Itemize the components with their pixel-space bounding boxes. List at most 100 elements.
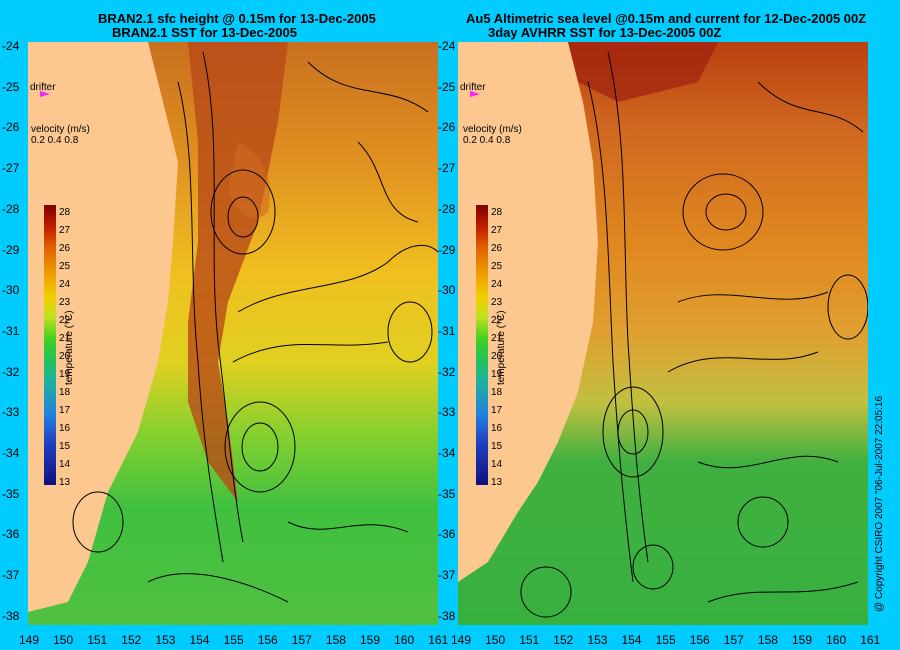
lat-tick-label: -31 — [2, 323, 20, 338]
lon-tick-label: 155 — [655, 633, 676, 647]
lon-tick-label: 158 — [325, 633, 346, 647]
colorbar-tick-label: 24 — [491, 279, 503, 290]
colorbar-tick-label: 26 — [491, 243, 503, 254]
colorbar-tick-label: 21 — [491, 333, 503, 344]
lat-tick-label: -29 — [2, 242, 20, 257]
lon-tick-label: 161 — [428, 633, 449, 647]
right-velocity-label: velocity (m/s) — [463, 124, 522, 135]
colorbar-tick-label: 21 — [59, 333, 71, 344]
lon-tick-label: 151 — [519, 633, 540, 647]
colorbar-tick-label: 17 — [491, 405, 503, 416]
lon-tick-label: 159 — [792, 633, 813, 647]
colorbar-tick-label: 25 — [491, 261, 503, 272]
colorbar-tick-label: 23 — [491, 297, 503, 308]
colorbar-tick-label: 26 — [59, 243, 71, 254]
colorbar-tick-label: 20 — [59, 351, 71, 362]
lon-tick-label: 152 — [553, 633, 574, 647]
lon-tick-label: 155 — [223, 633, 244, 647]
lon-tick-label: 156 — [689, 633, 710, 647]
lat-tick-label: -37 — [2, 568, 20, 583]
colorbar-tick-label: 15 — [491, 441, 503, 452]
colorbar-tick-label: 28 — [491, 207, 503, 218]
lat-tick-label: -27 — [2, 161, 20, 176]
lat-tick-label: -36 — [438, 527, 456, 542]
lat-tick-label: -28 — [2, 201, 20, 216]
lon-tick-label: 149 — [19, 633, 40, 647]
lon-tick-label: 150 — [485, 633, 506, 647]
colorbar-tick-label: 13 — [491, 477, 503, 488]
lat-tick-label: -26 — [2, 120, 20, 135]
right-title-line1: Au5 Altimetric sea level @0.15m and curr… — [466, 11, 867, 26]
lat-tick-label: -27 — [438, 161, 456, 176]
colorbar-tick-label: 18 — [59, 387, 71, 398]
colorbar-tick-label: 15 — [59, 441, 71, 452]
lon-tick-label: 160 — [394, 633, 415, 647]
left-velocity-label: velocity (m/s) — [31, 124, 90, 135]
right-drifter-label: drifter — [460, 82, 486, 93]
colorbar-tick-label: 23 — [59, 297, 71, 308]
lon-tick-label: 151 — [87, 633, 108, 647]
colorbar-tick-label: 19 — [59, 369, 71, 380]
left-drifter-label: drifter — [30, 82, 56, 93]
lat-tick-label: -32 — [2, 364, 20, 379]
left-colorbar — [44, 205, 56, 485]
colorbar-tick-label: 28 — [59, 207, 71, 218]
left-title-line2: BRAN2.1 SST for 13-Dec-2005 — [112, 25, 297, 40]
lat-tick-label: -26 — [438, 120, 456, 135]
lat-tick-label: -25 — [2, 79, 20, 94]
lat-tick-label: -30 — [438, 283, 456, 298]
lon-tick-label: 157 — [723, 633, 744, 647]
colorbar-tick-label: 20 — [491, 351, 503, 362]
lat-tick-label: -24 — [2, 39, 20, 53]
lat-tick-label: -24 — [438, 39, 456, 53]
colorbar-tick-label: 22 — [59, 315, 71, 326]
lat-tick-label: -37 — [438, 568, 456, 583]
right-title-line2: 3day AVHRR SST for 13-Dec-2005 00Z — [488, 25, 722, 40]
colorbar-tick-label: 17 — [59, 405, 71, 416]
colorbar-tick-label: 25 — [59, 261, 71, 272]
lon-tick-label: 150 — [53, 633, 74, 647]
right-colorbar — [476, 205, 488, 485]
lat-tick-label: -30 — [2, 283, 20, 298]
lon-tick-label: 156 — [257, 633, 278, 647]
left-drifter-arrow-icon — [40, 91, 50, 97]
colorbar-tick-label: 13 — [59, 477, 71, 488]
copyright-text: @ Copyright CSIRO 2007 "06-Jul-2007 22:0… — [874, 395, 885, 612]
lat-tick-label: -31 — [438, 323, 456, 338]
colorbar-tick-label: 14 — [491, 459, 503, 470]
lat-tick-label: -35 — [2, 486, 20, 501]
lat-tick-label: -38 — [438, 608, 456, 623]
colorbar-tick-label: 22 — [491, 315, 503, 326]
colorbar-tick-label: 24 — [59, 279, 71, 290]
lon-tick-label: 152 — [121, 633, 142, 647]
lon-tick-label: 157 — [291, 633, 312, 647]
lon-tick-label: 154 — [621, 633, 642, 647]
lon-tick-label: 153 — [155, 633, 176, 647]
left-velocity-scale: 0.2 0.4 0.8 — [31, 135, 79, 146]
lat-tick-label: -36 — [2, 527, 20, 542]
lat-tick-label: -29 — [438, 242, 456, 257]
lat-tick-label: -32 — [438, 364, 456, 379]
lat-tick-label: -25 — [438, 79, 456, 94]
lon-tick-label: 154 — [189, 633, 210, 647]
lat-tick-label: -38 — [2, 608, 20, 623]
colorbar-tick-label: 27 — [59, 225, 71, 236]
colorbar-tick-label: 14 — [59, 459, 71, 470]
left-map-panel — [28, 42, 438, 625]
left-title-line1: BRAN2.1 sfc height @ 0.15m for 13-Dec-20… — [98, 11, 376, 26]
lon-tick-label: 153 — [587, 633, 608, 647]
right-map-panel — [458, 42, 868, 625]
right-drifter-arrow-icon — [470, 91, 480, 97]
lat-tick-label: -35 — [438, 486, 456, 501]
lon-tick-label: 149 — [451, 633, 472, 647]
colorbar-tick-label: 16 — [59, 423, 71, 434]
lat-tick-label: -33 — [438, 405, 456, 420]
lat-tick-label: -28 — [438, 201, 456, 216]
lon-tick-label: 160 — [826, 633, 847, 647]
lon-tick-label: 161 — [860, 633, 881, 647]
lat-tick-label: -33 — [2, 405, 20, 420]
lat-tick-label: -34 — [438, 446, 456, 460]
lon-tick-label: 159 — [360, 633, 381, 647]
colorbar-tick-label: 16 — [491, 423, 503, 434]
colorbar-tick-label: 27 — [491, 225, 503, 236]
